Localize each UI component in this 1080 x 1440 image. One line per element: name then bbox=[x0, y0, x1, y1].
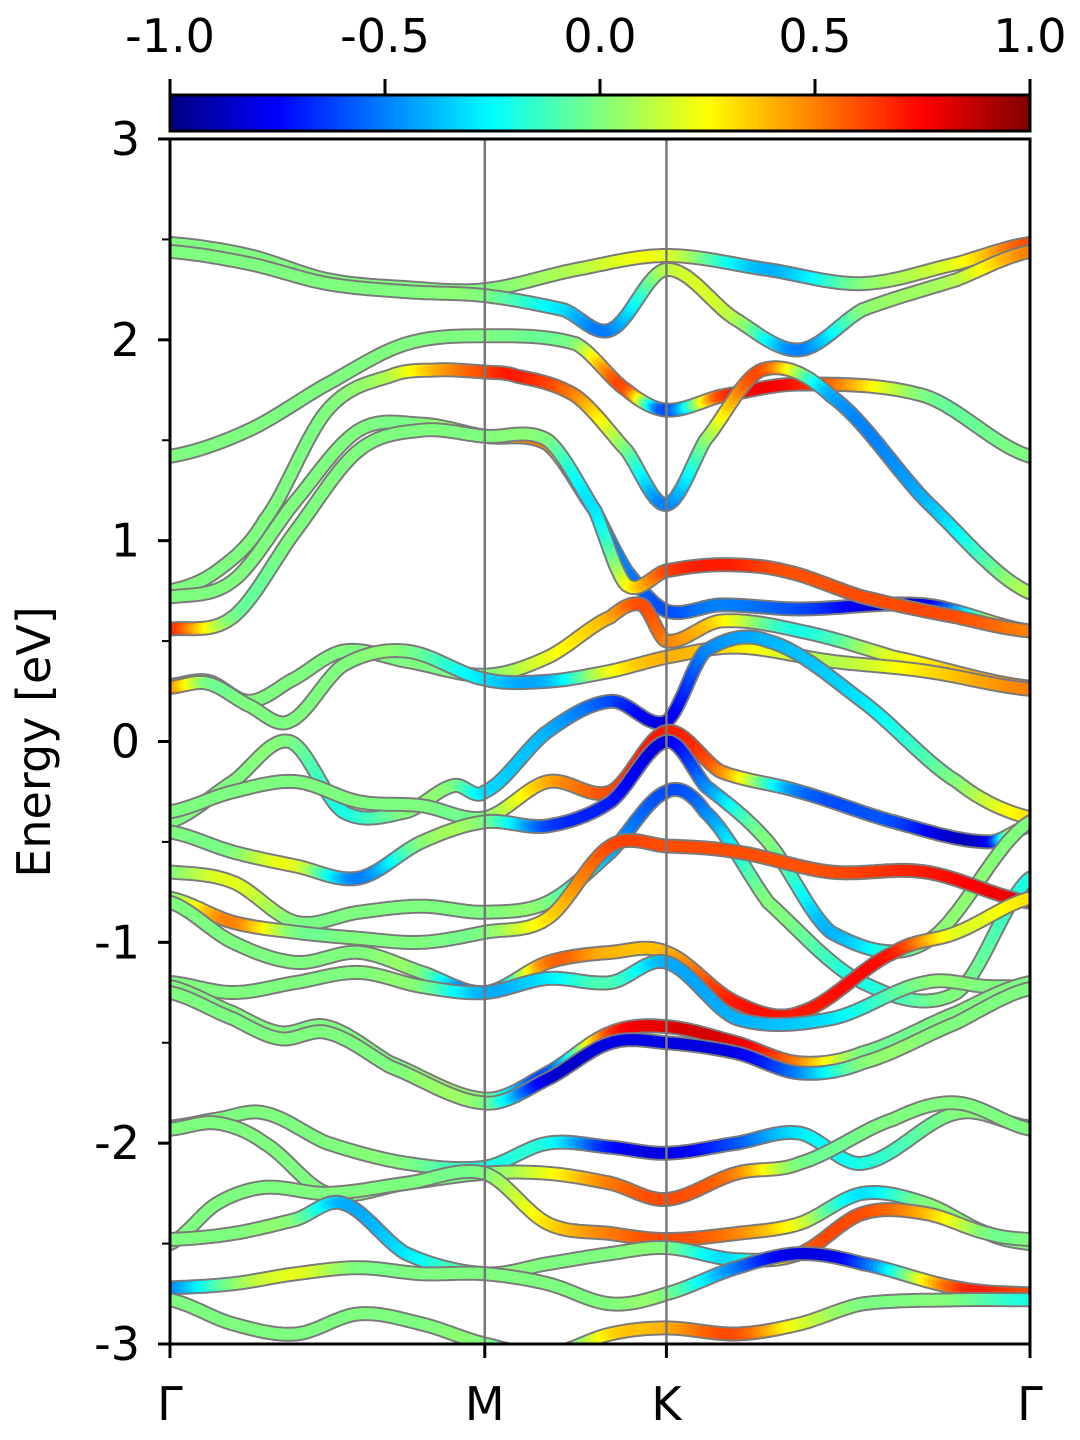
band-13 bbox=[170, 832, 1030, 950]
colorbar: -1.0 -0.5 0.0 0.5 1.0 bbox=[125, 9, 1067, 133]
band-6 bbox=[170, 422, 1030, 639]
band-3 bbox=[170, 328, 1030, 464]
colorbar-tick-label: -1.0 bbox=[125, 9, 215, 63]
band-17 bbox=[170, 981, 1030, 1111]
colorbar-ticks: -1.0 -0.5 0.0 0.5 1.0 bbox=[125, 9, 1067, 95]
colorbar-gradient bbox=[168, 93, 1032, 133]
band-2 bbox=[170, 244, 1030, 358]
colorbar-tick-label: -0.5 bbox=[340, 9, 430, 63]
band-7 bbox=[170, 596, 1030, 709]
band-4 bbox=[170, 360, 1030, 601]
colorbar-tick-label: 1.0 bbox=[993, 9, 1066, 63]
band-15 bbox=[170, 953, 1030, 1032]
bands bbox=[170, 235, 1030, 1344]
colorbar-tick-label: 0.5 bbox=[778, 9, 851, 63]
colorbar-tick-label: 0.0 bbox=[563, 9, 636, 63]
